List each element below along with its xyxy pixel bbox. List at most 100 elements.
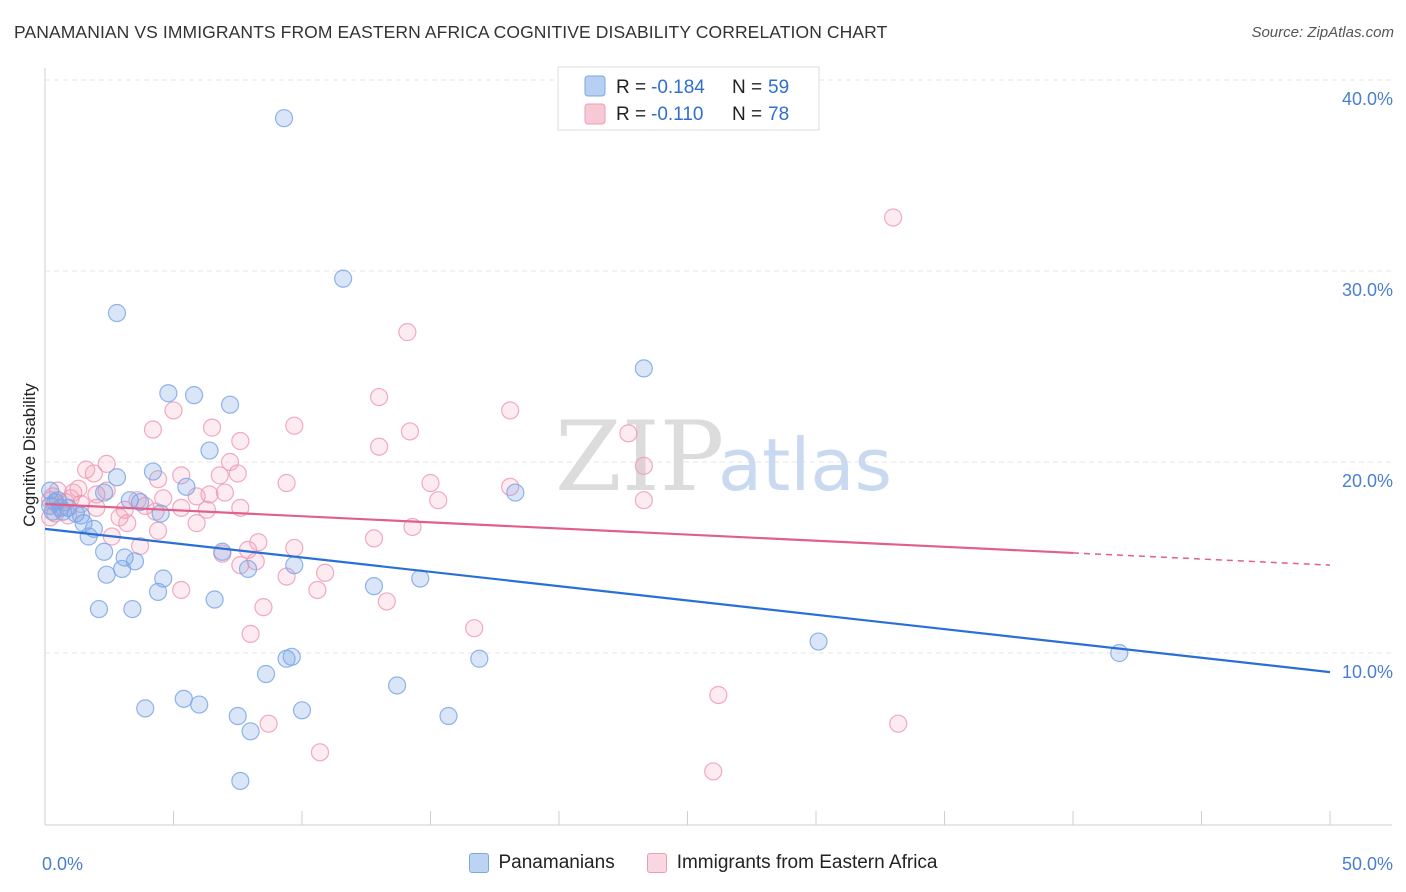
y-tick-label: 40.0% (1342, 89, 1393, 109)
legend-n-label-1: N = (732, 77, 762, 98)
immigrants-point (118, 514, 137, 533)
panamanians-point (107, 303, 127, 323)
panamanians-point (228, 706, 247, 726)
legend-r-label-2: R = (616, 104, 646, 125)
panamanians-point (123, 599, 142, 619)
panamanians-point (130, 493, 150, 512)
legend-n-value-1: 59 (768, 77, 789, 98)
immigrants-point (202, 418, 222, 437)
legend-item-immigrants: Immigrants from Eastern Africa (646, 852, 938, 874)
immigrants-point (370, 437, 389, 456)
legend-n-value-2: 78 (768, 104, 789, 125)
panamanians-point (411, 569, 430, 588)
trend-line-2-extension (1072, 552, 1331, 566)
immigrants-point (259, 714, 278, 733)
panamanians-point (154, 569, 173, 588)
panamanians-point (285, 556, 304, 575)
y-tick-label: 10.0% (1342, 662, 1393, 682)
panamanians-point (213, 542, 232, 561)
immigrants-point (377, 592, 396, 611)
immigrants-point (421, 473, 440, 493)
immigrants-point (285, 416, 304, 435)
immigrants-point (308, 580, 327, 600)
panamanians-point (177, 477, 196, 496)
panamanians-point (364, 577, 384, 596)
panamanians-point (387, 676, 407, 695)
immigrants-point (501, 401, 520, 420)
panamanians-point (506, 483, 525, 502)
swatch-panamanians (468, 853, 489, 873)
immigrants-point (228, 464, 247, 483)
panamanians-point (89, 599, 109, 619)
source-label: Source: ZipAtlas.com (1251, 24, 1394, 41)
legend-r-value-2: -0.110 (651, 104, 703, 125)
y-axis-label: Cognitive Disability (20, 383, 39, 527)
legend-swatch-blue (584, 75, 606, 97)
immigrants-point (704, 762, 723, 781)
panamanians-point (809, 632, 828, 651)
panamanians-point (634, 359, 653, 378)
legend-label-panamanians: Panamanians (498, 852, 615, 873)
legend-swatch-pink (584, 103, 606, 125)
immigrants-point (148, 521, 168, 540)
panamanians-point (439, 706, 458, 726)
watermark-zip: ZIP (555, 401, 724, 513)
panamanians-point (274, 109, 294, 128)
panamanians-point (184, 386, 204, 405)
panamanians-point (238, 559, 258, 579)
immigrants-point (231, 431, 250, 451)
panamanians-point (143, 462, 163, 481)
immigrants-point (215, 483, 234, 502)
immigrants-point (97, 454, 116, 474)
immigrants-point (97, 481, 116, 500)
panamanians-point (115, 548, 134, 567)
immigrants-point (883, 208, 903, 227)
axes (44, 68, 1392, 826)
immigrants-point (316, 563, 335, 582)
x-tick-label-min: 0.0% (42, 854, 83, 874)
trend-lines (44, 502, 1331, 674)
immigrants-point (249, 533, 268, 552)
panamanians-point (41, 481, 60, 500)
immigrants-point (634, 491, 653, 510)
panamanians-point (256, 664, 276, 684)
x-tick-label-max: 50.0% (1342, 854, 1393, 874)
immigrants-point (889, 714, 908, 733)
immigrants-point (634, 456, 653, 475)
panamanians-point (241, 722, 260, 741)
immigrants-point (277, 473, 296, 493)
watermark-atlas: atlas (718, 423, 892, 507)
immigrants-point (285, 538, 304, 558)
bottom-legend: Panamanians Immigrants from Eastern Afri… (0, 852, 1406, 874)
immigrants-point (197, 500, 217, 519)
panamanians-point (74, 514, 93, 533)
panamanians-point (151, 504, 170, 523)
series-panamanians-points (41, 109, 1129, 791)
panamanians-point (200, 441, 219, 460)
panamanians-point (95, 483, 114, 502)
panamanians-point (112, 559, 132, 579)
immigrants-point (143, 420, 163, 439)
legend-item-panamanians: Panamanians (468, 852, 615, 874)
watermark: ZIP atlas (555, 401, 892, 513)
panamanians-point (107, 468, 127, 487)
immigrants-point (69, 479, 88, 498)
immigrants-point (154, 489, 173, 508)
immigrants-point (465, 619, 484, 638)
immigrants-point (200, 485, 219, 504)
panamanians-point (231, 771, 250, 791)
legend-label-immigrants: Immigrants from Eastern Africa (676, 852, 938, 873)
immigrants-point (164, 401, 183, 420)
immigrants-point (172, 498, 191, 517)
panamanians-point (79, 527, 98, 546)
immigrants-point (172, 580, 191, 600)
trend-line-2 (44, 502, 1074, 555)
panamanians-point (282, 647, 301, 666)
panamanians-point (95, 542, 114, 561)
panamanians-point (470, 649, 489, 668)
immigrants-point (709, 685, 728, 705)
panamanians-point (220, 395, 240, 414)
immigrants-point (429, 491, 448, 510)
immigrants-point (400, 422, 420, 441)
panamanians-point (159, 384, 178, 403)
